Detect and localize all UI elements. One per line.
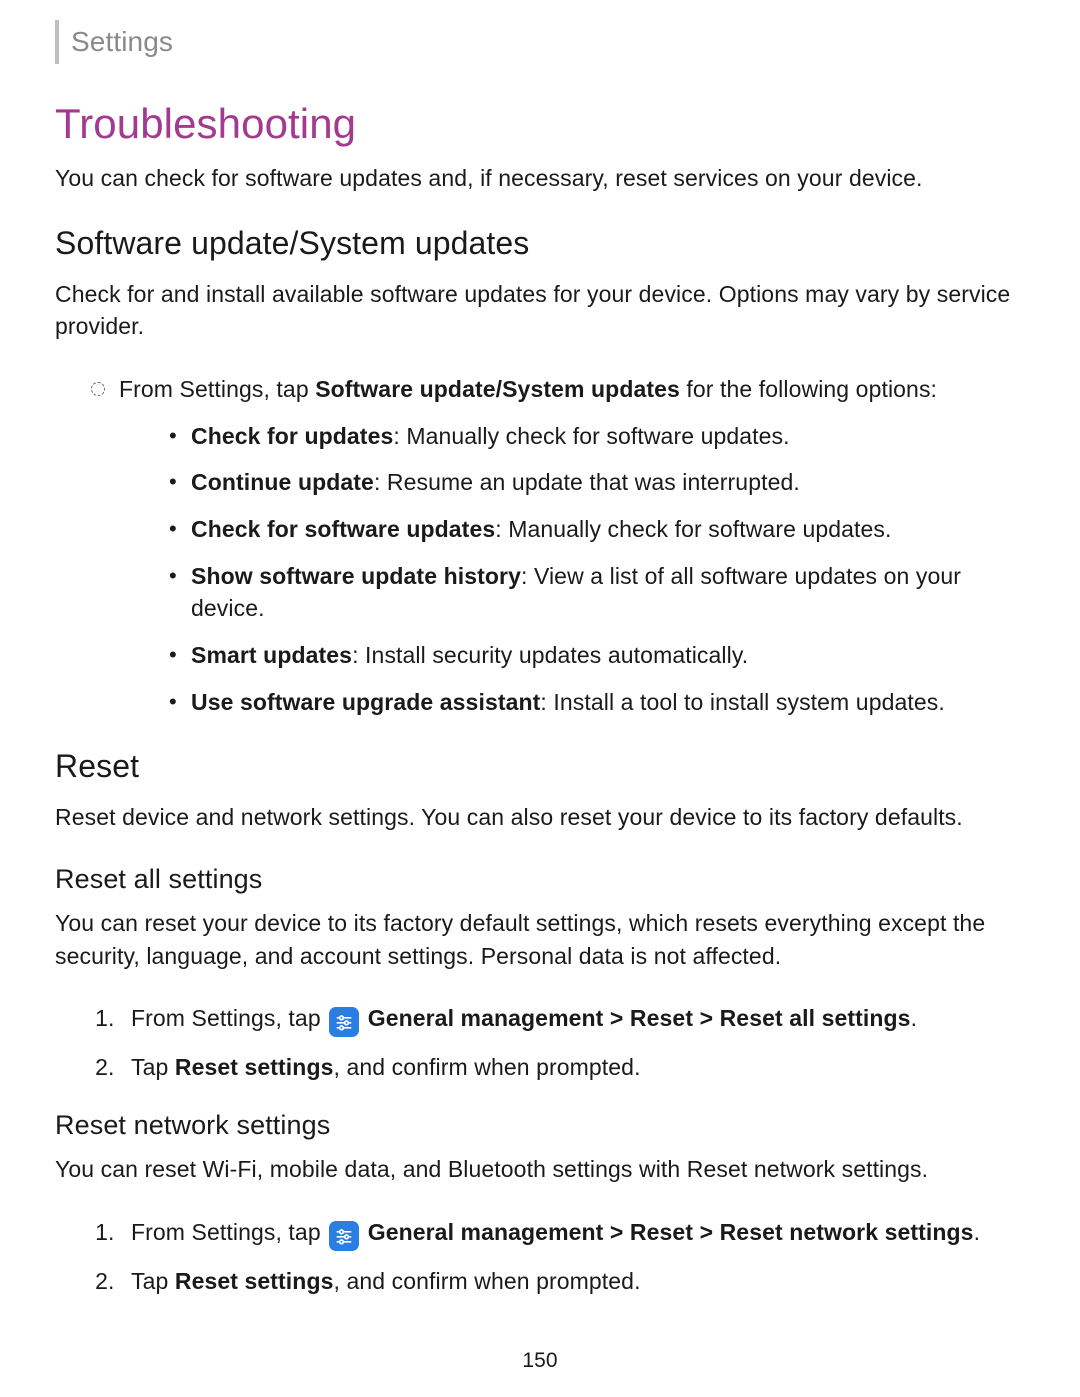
option-desc: : Install a tool to install system updat…: [540, 689, 944, 715]
step-suffix: .: [911, 1005, 918, 1031]
software-options-list: Check for updates: Manually check for so…: [119, 420, 1025, 719]
breadcrumb-label: Settings: [71, 26, 173, 58]
lead-bold: Software update/System updates: [315, 376, 680, 402]
reset-all-step-2: Tap Reset settings, and confirm when pro…: [121, 1051, 1025, 1084]
software-option-item: Show software update history: View a lis…: [169, 560, 1025, 625]
software-lead-item: From Settings, tap Software update/Syste…: [91, 373, 1025, 718]
lead-prefix: From Settings, tap: [119, 376, 315, 402]
reset-all-body: You can reset your device to its factory…: [55, 907, 1025, 972]
option-desc: : Manually check for software updates.: [495, 516, 891, 542]
step-bold: Reset settings: [175, 1054, 334, 1080]
breadcrumb: Settings: [55, 20, 1025, 64]
step-bold: Reset settings: [175, 1268, 334, 1294]
reset-all-steps: From Settings, tap General management > …: [55, 1002, 1025, 1084]
step-suffix: .: [974, 1219, 981, 1245]
reset-network-step-1: From Settings, tap General management > …: [121, 1216, 1025, 1251]
intro-text: You can check for software updates and, …: [55, 162, 1025, 195]
section-reset: Reset: [55, 748, 1025, 785]
option-term: Continue update: [191, 469, 374, 495]
step-bold: General management > Reset > Reset netwo…: [368, 1219, 974, 1245]
general-management-icon: [329, 1221, 359, 1251]
software-option-item: Check for software updates: Manually che…: [169, 513, 1025, 546]
option-term: Check for updates: [191, 423, 393, 449]
software-option-item: Check for updates: Manually check for so…: [169, 420, 1025, 453]
page-number: 150: [0, 1349, 1080, 1373]
page-title: Troubleshooting: [55, 100, 1025, 148]
option-desc: : Manually check for software updates.: [393, 423, 789, 449]
software-lead-list: From Settings, tap Software update/Syste…: [55, 373, 1025, 718]
general-management-icon: [329, 1007, 359, 1037]
option-term: Smart updates: [191, 642, 352, 668]
reset-all-step-1: From Settings, tap General management > …: [121, 1002, 1025, 1037]
step-prefix: From Settings, tap: [131, 1219, 327, 1245]
option-term: Show software update history: [191, 563, 521, 589]
reset-body: Reset device and network settings. You c…: [55, 801, 1025, 834]
option-desc: : Install security updates automatically…: [352, 642, 748, 668]
software-body: Check for and install available software…: [55, 278, 1025, 343]
section-software-update: Software update/System updates: [55, 225, 1025, 262]
software-option-item: Use software upgrade assistant: Install …: [169, 686, 1025, 719]
reset-network-body: You can reset Wi-Fi, mobile data, and Bl…: [55, 1153, 1025, 1186]
subsection-reset-network: Reset network settings: [55, 1110, 1025, 1141]
step-bold: General management > Reset > Reset all s…: [368, 1005, 911, 1031]
subsection-reset-all: Reset all settings: [55, 864, 1025, 895]
reset-network-step-2: Tap Reset settings, and confirm when pro…: [121, 1265, 1025, 1298]
option-term: Check for software updates: [191, 516, 495, 542]
lead-suffix: for the following options:: [680, 376, 937, 402]
step-prefix: Tap: [131, 1054, 175, 1080]
software-option-item: Smart updates: Install security updates …: [169, 639, 1025, 672]
reset-network-steps: From Settings, tap General management > …: [55, 1216, 1025, 1298]
breadcrumb-bar: [55, 20, 59, 64]
software-option-item: Continue update: Resume an update that w…: [169, 466, 1025, 499]
step-suffix: , and confirm when prompted.: [334, 1268, 641, 1294]
option-term: Use software upgrade assistant: [191, 689, 540, 715]
step-prefix: From Settings, tap: [131, 1005, 327, 1031]
step-prefix: Tap: [131, 1268, 175, 1294]
step-suffix: , and confirm when prompted.: [334, 1054, 641, 1080]
option-desc: : Resume an update that was interrupted.: [374, 469, 800, 495]
